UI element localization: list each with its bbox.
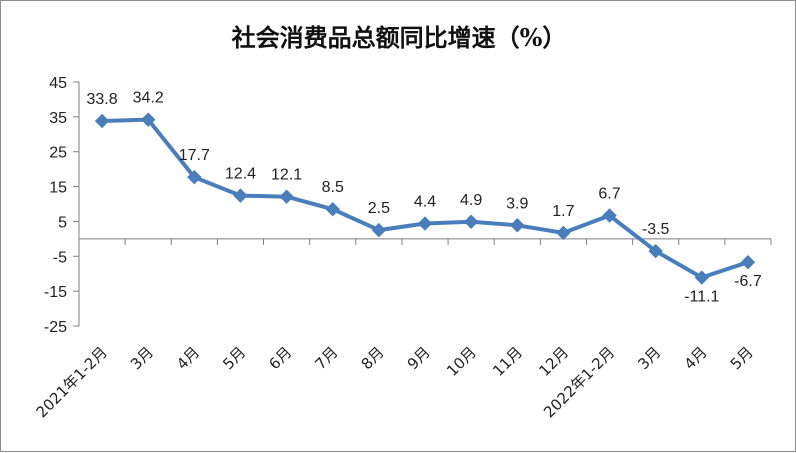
data-label: -11.1 [684, 289, 719, 306]
y-tick-label: 45 [49, 75, 67, 92]
x-tick-label: 6月 [265, 343, 295, 373]
axes [73, 81, 772, 327]
y-tick-label: -25 [44, 319, 67, 336]
y-tick-label: 15 [49, 180, 67, 197]
x-tick-label: 5月 [727, 343, 757, 373]
data-point-marker [140, 112, 156, 127]
data-label: 12.4 [225, 166, 256, 183]
data-point-marker [279, 189, 294, 204]
x-tick-label: 12月 [535, 343, 572, 380]
data-label: 3.9 [506, 195, 528, 212]
data-label: 34.2 [133, 90, 164, 107]
data-label: 6.7 [598, 186, 620, 203]
data-point-marker [510, 218, 525, 233]
data-point-marker [602, 208, 617, 223]
series-markers [94, 112, 756, 285]
x-axis-tick-labels: 2021年1-2月 3月 4月 5月 6月 7月 8月 9月 10月 11月 12月2022年1-2… [33, 343, 757, 421]
data-point-marker [94, 113, 110, 129]
data-label: 4.9 [460, 192, 482, 209]
data-point-marker [694, 270, 710, 285]
data-label: 8.5 [322, 179, 344, 196]
x-tick-label: 7月 [311, 343, 341, 373]
x-tick-label: 2021年1-2月 [33, 343, 111, 421]
y-tick-label: -5 [53, 249, 67, 266]
y-tick-label: 25 [49, 145, 67, 162]
x-tick-label: 3月 [127, 343, 157, 373]
x-tick-label: 4月 [173, 343, 203, 373]
data-point-marker [556, 225, 571, 241]
data-label: -3.5 [642, 221, 670, 238]
data-point-marker [187, 169, 202, 185]
data-labels: 33.8 34.2 17.7 12.4 12.1 8.5 2.5 4.4 4.9 3.9 1.7 6.… [86, 90, 761, 306]
x-tick-label: 9月 [404, 343, 434, 373]
x-tick-label: 10月 [443, 343, 480, 380]
data-label: 2.5 [368, 200, 390, 217]
data-label: -6.7 [734, 273, 762, 290]
data-label: 12.1 [271, 167, 302, 184]
data-point-marker [463, 214, 479, 229]
y-axis-tick-labels: 45 35 25 15 5 -5 -15 -25 [44, 75, 67, 336]
y-tick-label: 5 [58, 214, 67, 231]
data-label: 4.4 [414, 194, 436, 211]
data-point-marker [740, 255, 756, 270]
chart-title: 社会消费品总额同比增速（%） [232, 23, 567, 52]
data-point-marker [233, 188, 248, 203]
y-tick-label: -15 [44, 284, 67, 301]
data-label: 17.7 [179, 147, 210, 164]
data-label: 1.7 [552, 203, 574, 220]
x-tick-label: 4月 [681, 343, 711, 373]
x-tick-label: 11月 [489, 343, 526, 380]
data-point-marker [417, 216, 433, 231]
data-point-marker [371, 222, 387, 238]
x-tick-label: 3月 [634, 343, 664, 373]
y-tick-label: 35 [49, 110, 67, 127]
data-label: 33.8 [86, 91, 117, 108]
data-point-marker [648, 243, 663, 259]
data-point-marker [325, 202, 340, 217]
x-tick-label: 8月 [358, 343, 388, 373]
x-tick-label: 5月 [219, 343, 249, 373]
